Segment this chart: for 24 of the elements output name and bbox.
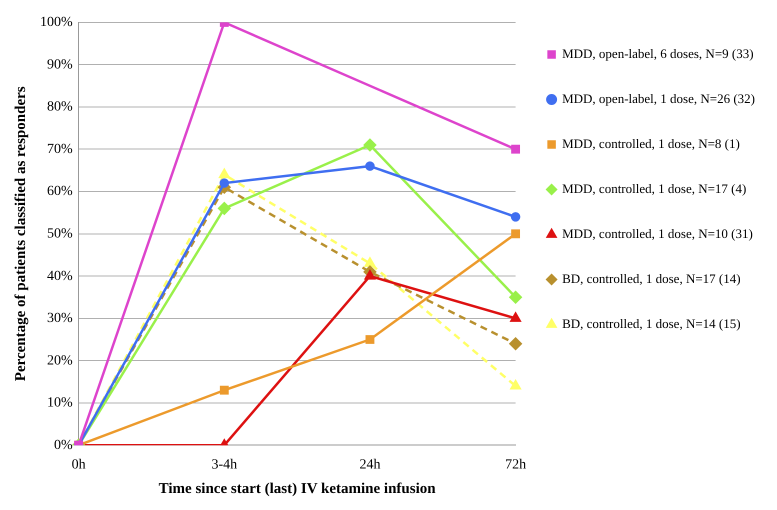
legend-label: MDD, open-label, 1 dose, N=26 (32) <box>562 90 755 106</box>
y-tick-label: 20% <box>46 353 73 368</box>
y-tick-label: 50% <box>46 226 73 242</box>
legend-label: MDD, controlled, 1 dose, N=17 (4) <box>562 180 746 196</box>
y-tick-label: 100% <box>40 15 73 30</box>
y-axis-title: Percentage of patients classified as responders <box>12 86 29 382</box>
y-tick-label: 10% <box>46 396 73 411</box>
y-tick-label: 40% <box>46 268 73 284</box>
x-tick-label: 24h <box>359 457 380 472</box>
y-tick-label: 0% <box>54 438 73 453</box>
x-tick-label: 0h <box>72 457 86 472</box>
y-tick-label: 30% <box>46 311 73 326</box>
y-tick-label: 70% <box>46 142 73 157</box>
y-tick-label: 60% <box>46 184 73 200</box>
y-tick-label: 90% <box>46 57 73 72</box>
x-axis-title: Time since start (last) IV ketamine infusion <box>158 480 436 497</box>
legend-label: MDD, open-label, 6 doses, N=9 (33) <box>562 46 754 61</box>
legend-label: BD, controlled, 1 dose, N=14 (15) <box>562 316 741 331</box>
x-tick-label: 72h <box>505 457 526 472</box>
legend-label: MDD, controlled, 1 dose, N=8 (1) <box>562 136 740 151</box>
legend-label: BD, controlled, 1 dose, N=17 (14) <box>562 270 741 286</box>
x-tick-label: 3-4h <box>211 457 238 472</box>
legend-label: MDD, controlled, 1 dose, N=10 (31) <box>562 226 753 241</box>
y-tick-label: 80% <box>46 100 73 115</box>
